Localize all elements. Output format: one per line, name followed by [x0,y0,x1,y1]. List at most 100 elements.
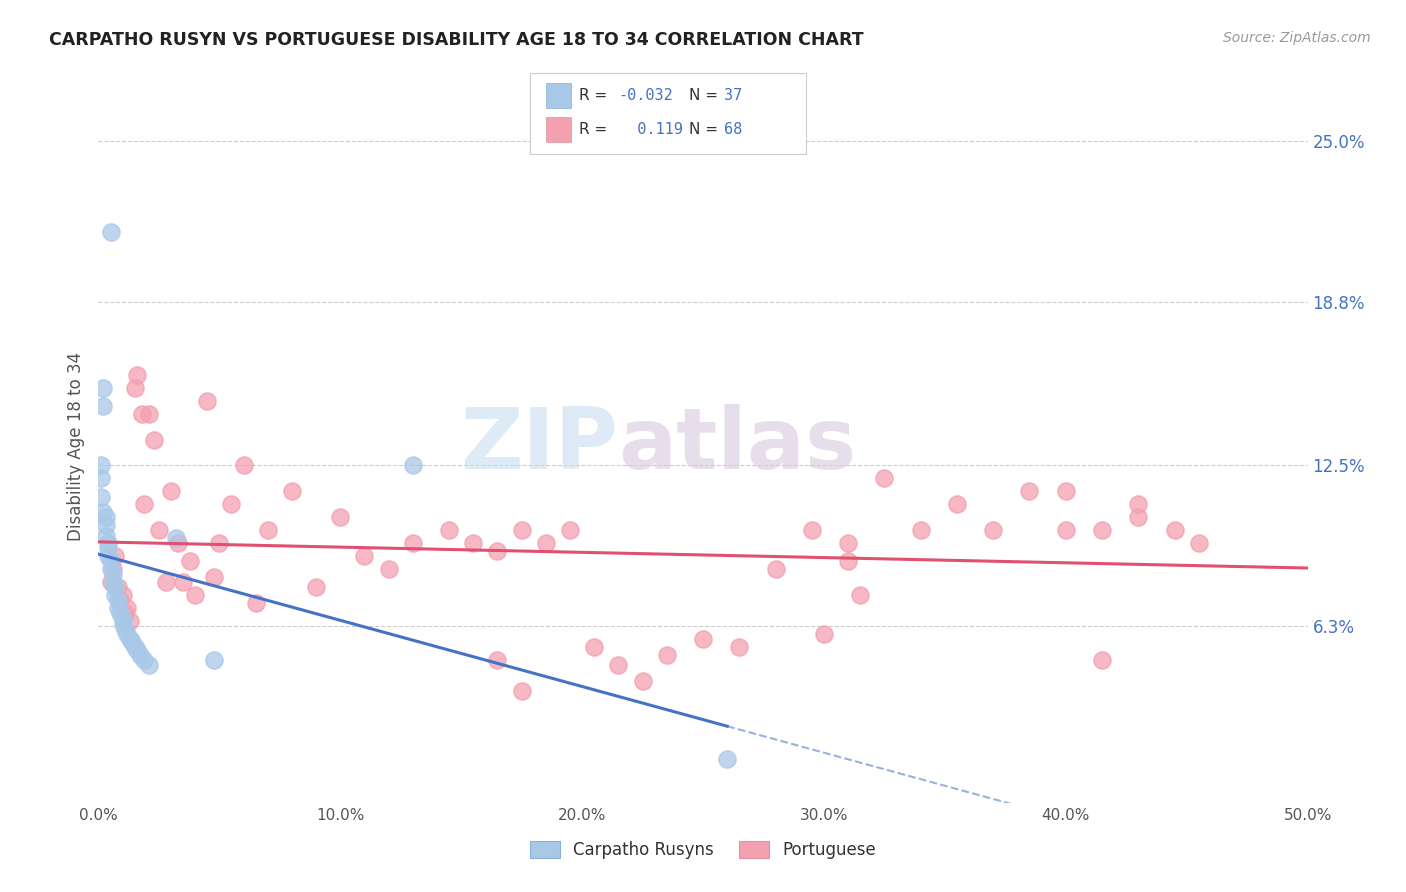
Point [97,541,120,556]
Point [179,554,201,568]
Point [981,524,1004,538]
Point [101,567,124,582]
Point [558,524,581,538]
Point [437,524,460,538]
Point [1163,524,1185,538]
Point [1188,536,1211,550]
Point [221,497,243,511]
Point [510,684,533,698]
Point [90,458,112,473]
Point [583,640,606,654]
Point [1128,510,1150,524]
Text: R =: R = [579,88,613,103]
Point [100,562,122,576]
Point [100,554,122,568]
Point [692,632,714,647]
Point [108,607,131,621]
Point [172,575,194,590]
Point [946,497,969,511]
Legend: Carpatho Rusyns, Portuguese: Carpatho Rusyns, Portuguese [523,834,883,866]
Point [910,524,932,538]
Point [402,536,425,550]
Point [127,642,149,657]
Point [800,524,823,538]
Point [716,752,738,766]
Point [534,536,557,550]
Point [124,640,146,654]
Point [631,673,654,688]
Point [1018,484,1040,499]
Point [204,653,226,667]
Point [104,588,127,602]
Point [160,484,183,499]
Text: Source: ZipAtlas.com: Source: ZipAtlas.com [1223,31,1371,45]
Point [486,544,509,558]
Point [111,611,134,625]
Point [849,588,872,602]
Text: 0.119: 0.119 [619,122,682,136]
Point [402,458,425,473]
Point [134,497,156,511]
Point [138,407,160,421]
Text: 37: 37 [724,88,742,103]
Point [655,648,678,662]
Point [94,510,117,524]
Point [101,575,124,590]
Point [94,528,117,542]
Text: CARPATHO RUSYN VS PORTUGUESE DISABILITY AGE 18 TO 34 CORRELATION CHART: CARPATHO RUSYN VS PORTUGUESE DISABILITY … [49,31,863,49]
Point [245,596,267,610]
Point [353,549,375,564]
Point [281,484,304,499]
Point [837,554,859,568]
Point [873,471,896,485]
Point [118,632,141,647]
Point [208,536,231,550]
Point [165,531,187,545]
Point [143,433,166,447]
Point [117,601,139,615]
Point [118,614,141,628]
Point [100,225,122,239]
Point [124,381,146,395]
Point [463,536,485,550]
Point [765,562,787,576]
Point [377,562,399,576]
Point [329,510,352,524]
Point [138,658,160,673]
Point [1054,484,1077,499]
Point [97,549,120,564]
Point [104,581,127,595]
Point [204,570,226,584]
Point [111,616,134,631]
Point [90,490,112,504]
Point [134,653,156,667]
Point [91,505,114,519]
Point [1091,524,1114,538]
Text: N =: N = [689,122,723,136]
Point [1054,524,1077,538]
Point [510,524,533,538]
Point [167,536,190,550]
Point [91,381,114,395]
Point [104,549,127,564]
Point [108,593,131,607]
Point [256,524,278,538]
Text: -0.032: -0.032 [619,88,673,103]
Point [114,607,136,621]
Point [111,588,134,602]
Point [107,601,129,615]
Point [117,627,139,641]
Point [1091,653,1114,667]
Point [155,575,177,590]
Point [486,653,509,667]
Point [184,588,207,602]
Point [107,593,129,607]
Point [97,536,120,550]
Point [813,627,835,641]
Point [232,458,254,473]
Text: atlas: atlas [619,404,856,488]
Point [837,536,859,550]
Point [91,399,114,413]
Point [607,658,630,673]
Point [127,368,149,382]
